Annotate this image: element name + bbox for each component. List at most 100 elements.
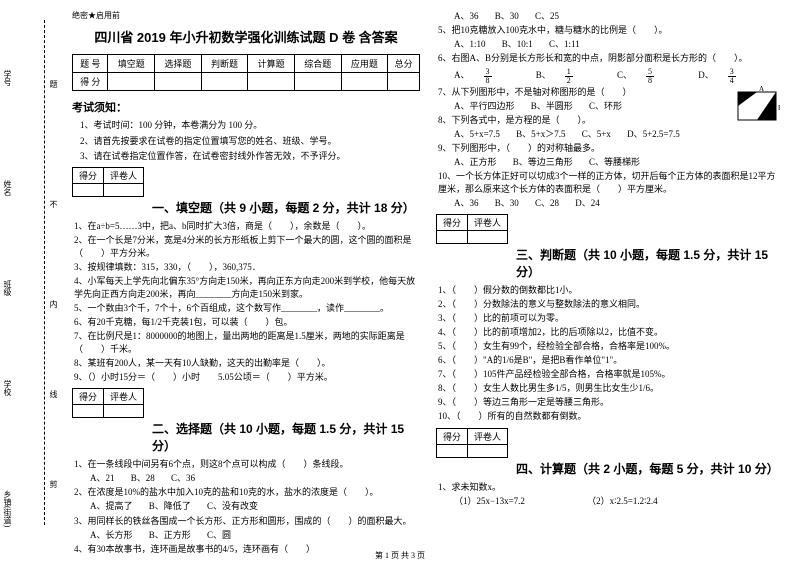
opt: C、28 xyxy=(535,198,559,208)
dashed-fold-line xyxy=(44,20,45,525)
q2-1: 1、在一条线段中间另有6个点，则这8个点可以构成（ ）条线段。 xyxy=(74,458,420,471)
q1-9: 9、（）小时15分＝（ ）小时 5.05公顷＝（ ）平方米。 xyxy=(74,371,420,384)
q1-1: 1、在a÷b=5……3中，把a、b同时扩大3倍，商是（ ），余数是（ ）。 xyxy=(74,220,420,233)
q2-10-opts: A、36 B、30 C、28 D、24 xyxy=(436,197,784,210)
score-col: 填空题 xyxy=(108,55,155,73)
q3-3: 3、（ ）比的前项可以为零。 xyxy=(438,312,784,325)
mini-grader: 评卷人 xyxy=(104,389,144,405)
q1-6: 6、有20千克糖，每1/2千克装1包，可以装（ ）包。 xyxy=(74,316,420,329)
q1-2: 2、在一个长是7分米，宽是4分米的长方形纸板上剪下一个最大的圆，这个圆的面积是（… xyxy=(74,234,420,260)
subq: （1）25x−13x=7.2 xyxy=(454,496,525,506)
grader-box: 得分评卷人 xyxy=(72,167,144,197)
opt: B、5+x＞7.5 xyxy=(516,129,565,139)
q2-6: 6、右图A、B分别是长方形长和宽的中点，阴影部分面积是长方形的（ ）。 xyxy=(438,52,784,65)
mini-grader: 评卷人 xyxy=(468,428,508,444)
opt: C、没有改变 xyxy=(207,501,258,511)
q2-5-opts: A、1:10 B、10:1 C、1:11 xyxy=(436,38,784,51)
section4-title: 四、计算题（共 2 小题，每题 5 分，共计 10 分） xyxy=(436,460,784,477)
exam-title: 四川省 2019 年小升初数学强化训练试题 D 卷 含答案 xyxy=(72,27,420,46)
q2-3: 3、用同样长的铁丝各围成一个长方形、正方形和圆形，围成的（ ）的面积最大。 xyxy=(74,515,420,528)
opt: A、长方形 xyxy=(90,530,133,540)
cut-label: 剪 xyxy=(48,480,59,488)
q1-5: 5、一个数由3个千，7个十，6个百组成，这个数写作________，读作____… xyxy=(74,302,420,315)
opt: B、正方形 xyxy=(149,530,191,540)
opt: A、36 xyxy=(454,198,479,208)
gutter-label-id: 学号 xyxy=(2,70,13,86)
notice-title: 考试须知： xyxy=(72,99,420,115)
score-col: 题 号 xyxy=(73,55,108,73)
section2-title: 二、选择题（共 10 小题，每题 1.5 分，共计 15 分） xyxy=(72,420,420,454)
score-value-row: 得 分 xyxy=(73,73,420,91)
q2-2-opts: A、提高了 B、降低了 C、没有改变 xyxy=(72,500,420,513)
mini-grader: 评卷人 xyxy=(468,215,508,231)
q3-2: 2、（ ）分数除法的意义与整数除法的意义相同。 xyxy=(438,298,784,311)
opt: B、降低了 xyxy=(149,501,191,511)
opt: A、5+x=7.5 xyxy=(454,129,500,139)
notice-item: 3、请在试卷指定位置作答，在试卷密封线外作答无效，不予评分。 xyxy=(80,150,420,163)
q2-9: 9、下列图形中，（ ）的对称轴最多。 xyxy=(438,142,784,155)
opt: A、36 xyxy=(454,11,479,21)
q3-6: 6、（ ）"A的1/6是B"，是把B看作单位"1"。 xyxy=(438,354,784,367)
q3-4: 4、（ ）比的前项增加2，比的后项除以2，比值不变。 xyxy=(438,326,784,339)
mini-score: 得分 xyxy=(437,215,468,231)
opt: C、58 xyxy=(617,70,682,80)
q3-9: 9、（ ）等边三角形一定是等腰三角形。 xyxy=(438,396,784,409)
opt: A、提高了 xyxy=(90,501,133,511)
q2-10: 10、一个长方体正好可以切成3个一样的正方体，切开后每个正方体的表面积是12平方… xyxy=(438,170,784,196)
grader-box: 得分评卷人 xyxy=(436,428,508,458)
gutter-label-class: 班级 xyxy=(2,280,13,296)
q2-2: 2、在浓度是10%的盐水中加入10克的盐和10克的水，盐水的浓度是（ ）。 xyxy=(74,486,420,499)
opt: A、21 xyxy=(90,473,115,483)
opt: B、10:1 xyxy=(502,39,533,49)
q4-1-sub: （1）25x−13x=7.2 （2）x∶2.5=1.2∶2.4 xyxy=(436,495,784,508)
score-col: 综合题 xyxy=(294,55,341,73)
opt: C、环形 xyxy=(589,101,622,111)
page-footer: 第 1 页 共 3 页 xyxy=(0,550,800,561)
opt: B、30 xyxy=(495,198,519,208)
content-area: 绝密★启用前 四川省 2019 年小升初数学强化训练试题 D 卷 含答案 题 号… xyxy=(60,0,800,545)
point-a: A xyxy=(759,86,764,93)
q1-7: 7、在比例尺是1：8000000的地图上，量出两地的距离是1.5厘米，两地的实际… xyxy=(74,330,420,356)
gutter-label-school: 学校 xyxy=(2,380,13,396)
right-column: A、36 B、30 C、25 5、把10克糖放入100克水中，糖与糖水的比例是（… xyxy=(428,10,792,545)
opt: D、34 xyxy=(698,70,764,80)
opt: C、25 xyxy=(535,11,559,21)
opt: B、28 xyxy=(131,473,155,483)
opt: B、半圆形 xyxy=(531,101,573,111)
section1-title: 一、填空题（共 9 小题，每题 2 分，共计 18 分） xyxy=(72,199,420,216)
score-col: 计算题 xyxy=(248,55,295,73)
q1-3: 3、按规律填数：315，330，（ ），360,375． xyxy=(74,261,420,274)
q1-4: 4、小军每天上学先向北偏东35°方向走150米，再向正东方向走200米到学校，他… xyxy=(74,275,420,301)
q2-8-opts: A、5+x=7.5 B、5+x＞7.5 C、5+x D、5+2.5=7.5 xyxy=(436,128,784,141)
score-col: 总分 xyxy=(388,55,420,73)
opt: C、圆 xyxy=(207,530,231,540)
left-column: 绝密★启用前 四川省 2019 年小升初数学强化训练试题 D 卷 含答案 题 号… xyxy=(64,10,428,545)
score-row-label: 得 分 xyxy=(73,73,108,91)
score-col: 选择题 xyxy=(155,55,202,73)
q2-8: 8、下列各式中，是方程的是（ ）。 xyxy=(438,114,784,127)
q1-8: 8、某班有200人，某一天有10人缺勤，这天的出勤率是（ ）。 xyxy=(74,357,420,370)
score-col: 判断题 xyxy=(201,55,248,73)
subq: （2）x∶2.5=1.2∶2.4 xyxy=(587,496,658,506)
q2-7: 7、从下列图形中，不是轴对称图形的是（ ） xyxy=(438,86,784,99)
score-table: 题 号 填空题 选择题 判断题 计算题 综合题 应用题 总分 得 分 xyxy=(72,54,420,91)
grader-box: 得分评卷人 xyxy=(436,214,508,244)
q2-5: 5、把10克糖放入100克水中，糖与糖水的比例是（ ）。 xyxy=(438,24,784,37)
mini-score: 得分 xyxy=(73,389,104,405)
q3-8: 8、（ ）女生人数比男生多1/5，则男生比女生少1/6。 xyxy=(438,382,784,395)
q2-6-opts: A、38 B、12 C、58 D、34 xyxy=(436,66,784,84)
score-header-row: 题 号 填空题 选择题 判断题 计算题 综合题 应用题 总分 xyxy=(73,55,420,73)
opt: D、5+2.5=7.5 xyxy=(627,129,680,139)
q3-7: 7、（ ）105件产品经检验全部合格，合格率就是105%。 xyxy=(438,368,784,381)
q2-4-opts: A、36 B、30 C、25 xyxy=(436,10,784,23)
cut-label: 内 xyxy=(48,300,59,308)
point-b: B xyxy=(778,104,780,112)
opt: A、正方形 xyxy=(454,157,497,167)
score-col: 应用题 xyxy=(341,55,388,73)
opt: A、38 xyxy=(454,70,520,80)
notice-item: 2、请首先按要求在试卷的指定位置填写您的姓名、班级、学号。 xyxy=(80,135,420,148)
notice-item: 1、考试时间：100 分钟，本卷满分为 100 分。 xyxy=(80,119,420,132)
mini-grader: 评卷人 xyxy=(104,167,144,183)
cut-label: 线 xyxy=(48,390,59,398)
q3-10: 10、（ ）所有的自然数都有倒数。 xyxy=(438,410,784,423)
